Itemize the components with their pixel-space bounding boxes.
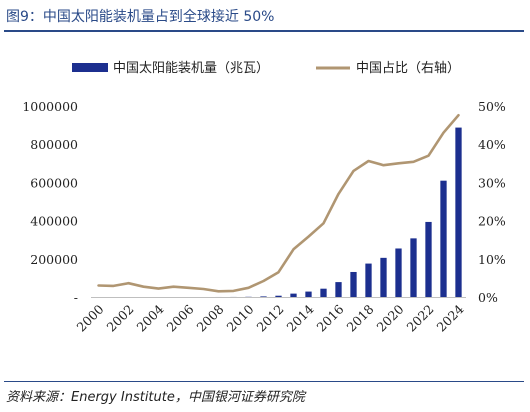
y-left-tick-label: 1000000: [22, 99, 78, 114]
legend-label-china-share: 中国占比（右轴）: [356, 61, 460, 76]
x-tick-label: 2014: [284, 301, 317, 334]
bar: [440, 180, 447, 297]
bar: [365, 263, 372, 297]
bar: [410, 238, 417, 297]
y-right-tick-label: 30%: [478, 175, 506, 190]
y-left-tick-label: 800000: [30, 137, 78, 152]
x-tick-label: 2002: [104, 302, 137, 335]
y-left-tick-label: 400000: [30, 214, 78, 229]
y-left-tick-label: 600000: [30, 175, 78, 190]
x-tick-label: 2010: [224, 301, 257, 334]
y-right-tick-label: 20%: [478, 214, 506, 229]
bar: [380, 257, 387, 297]
bar: [350, 271, 357, 297]
source-divider: [4, 381, 524, 382]
bar: [425, 221, 432, 297]
bar: [260, 296, 267, 297]
x-tick-label: 2016: [314, 301, 347, 334]
bar: [455, 127, 462, 297]
bar: [305, 291, 312, 297]
china-share-line: [97, 113, 460, 293]
y-right-tick-label: 0%: [478, 290, 498, 305]
x-tick-label: 2018: [344, 301, 377, 334]
legend-label-installed-capacity: 中国太阳能装机量（兆瓦）: [113, 61, 269, 76]
y-right-tick-label: 50%: [478, 99, 506, 114]
y-right-tick-label: 10%: [478, 252, 506, 267]
x-tick-label: 2004: [134, 301, 167, 334]
bar: [335, 282, 342, 297]
chart: 中国太阳能装机量（兆瓦） 中国占比（右轴） - 200000 400000 600000 8…: [22, 61, 506, 335]
bar: [275, 295, 282, 297]
x-tick-label: 2022: [404, 302, 437, 335]
title-divider: [4, 30, 524, 32]
legend-swatch-installed-capacity: [72, 63, 108, 72]
bar: [290, 293, 297, 297]
x-tick-label: 2008: [194, 301, 227, 334]
x-tick-label: 2006: [164, 301, 197, 334]
x-tick-label: 2020: [374, 301, 407, 334]
bar: [395, 248, 402, 297]
x-tick-label: 2024: [434, 301, 467, 334]
y-right-tick-label: 40%: [478, 137, 506, 152]
y-left-tick-label: -: [74, 290, 78, 305]
bar: [320, 288, 327, 297]
y-left-tick-label: 200000: [30, 252, 78, 267]
x-tick-label: 2000: [74, 301, 107, 334]
x-tick-label: 2012: [254, 302, 287, 335]
source-note: 资料来源：Energy Institute，中国银河证券研究院: [6, 390, 305, 405]
chart-title: 图9：中国太阳能装机量占到全球接近 50%: [6, 9, 275, 25]
